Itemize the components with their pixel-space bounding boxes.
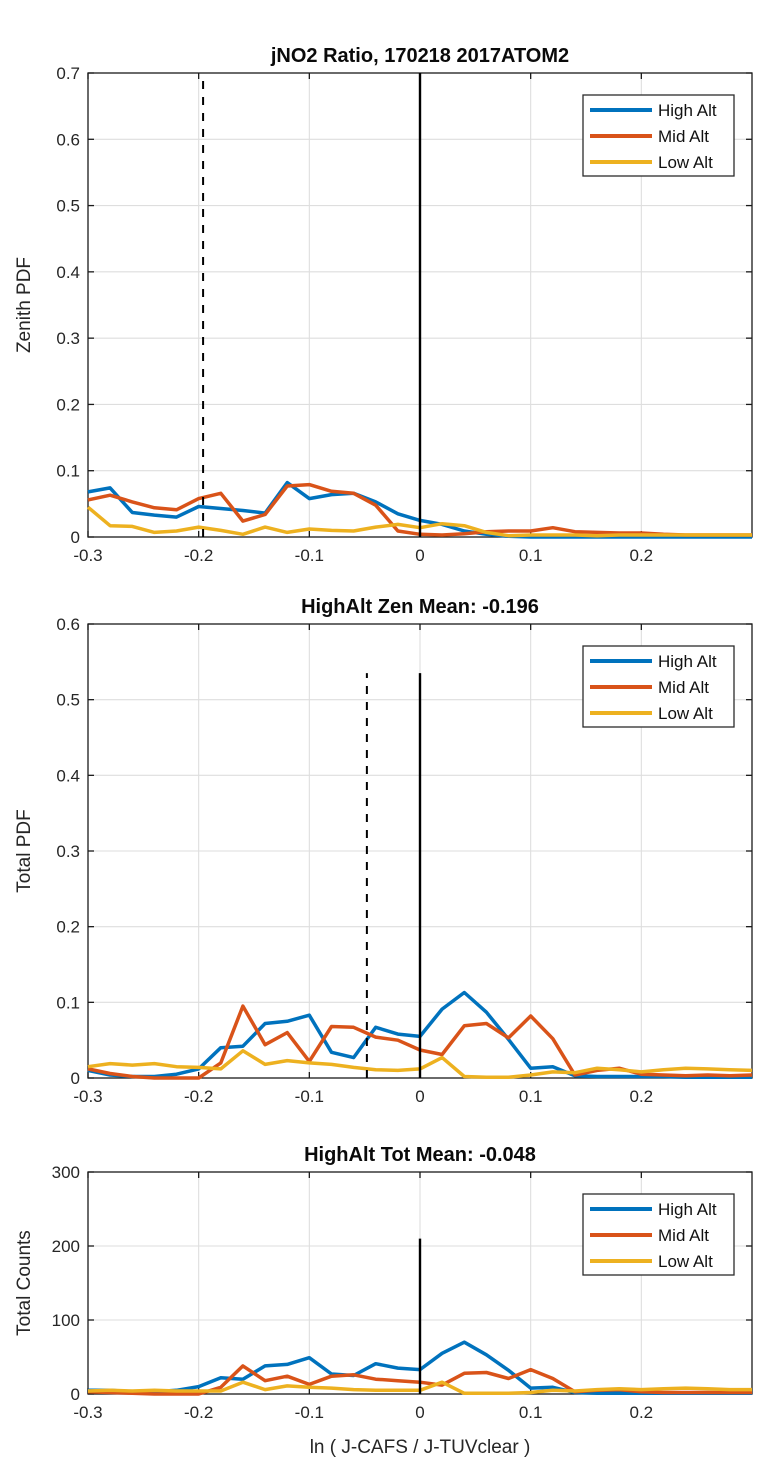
x-tick-label: 0 bbox=[415, 1087, 424, 1106]
x-tick-label: -0.2 bbox=[184, 1087, 213, 1106]
y-tick-label: 0.6 bbox=[56, 615, 80, 634]
subplot-zenith-pdf: -0.3 -0.2 -0.1 0 0.1 0.2 0 0.1 0.2 0.3 0.4 0.5 0.6 0.… bbox=[56, 64, 753, 565]
x-tick-label: 0 bbox=[415, 546, 424, 565]
y-tick-label: 0.4 bbox=[56, 766, 80, 785]
x-tick-label: 0.2 bbox=[630, 546, 654, 565]
y-tick-label: 200 bbox=[52, 1237, 80, 1256]
legend-label-high_alt: High Alt bbox=[658, 1200, 717, 1219]
legend-label-low_alt: Low Alt bbox=[658, 704, 713, 723]
plot2-title: HighAlt Zen Mean: -0.196 bbox=[301, 596, 539, 618]
x-tick-label: 0.2 bbox=[630, 1403, 654, 1422]
y-tick-label: 0 bbox=[71, 528, 80, 547]
x-tick-label: -0.3 bbox=[73, 1403, 102, 1422]
y-tick-label: 0.2 bbox=[56, 918, 80, 937]
legend-label-low_alt: Low Alt bbox=[658, 153, 713, 172]
x-tick-label: -0.1 bbox=[295, 1087, 324, 1106]
y-tick-label: 0.6 bbox=[56, 130, 80, 149]
y-tick-label: 0.5 bbox=[56, 197, 80, 216]
x-axis-label: ln ( J-CAFS / J-TUVclear ) bbox=[310, 1437, 531, 1458]
x-tick-label: -0.1 bbox=[295, 1403, 324, 1422]
y-tick-label: 0.1 bbox=[56, 993, 80, 1012]
legend-label-low_alt: Low Alt bbox=[658, 1252, 713, 1271]
y-tick-label: 0.1 bbox=[56, 462, 80, 481]
y-tick-label: 300 bbox=[52, 1163, 80, 1182]
x-tick-label: -0.1 bbox=[295, 546, 324, 565]
y-tick-label: 0 bbox=[71, 1385, 80, 1404]
y-tick-label: 0.2 bbox=[56, 395, 80, 414]
x-tick-label: 0.1 bbox=[519, 546, 543, 565]
y-tick-label: 0.5 bbox=[56, 691, 80, 710]
y-tick-label: 100 bbox=[52, 1311, 80, 1330]
plot3-ylabel: Total Counts bbox=[14, 1230, 35, 1336]
legend-label-high_alt: High Alt bbox=[658, 652, 717, 671]
plot3-title: HighAlt Tot Mean: -0.048 bbox=[304, 1144, 536, 1166]
y-tick-label: 0 bbox=[71, 1069, 80, 1088]
x-tick-label: -0.3 bbox=[73, 1087, 102, 1106]
plot1-title: jNO2 Ratio, 170218 2017ATOM2 bbox=[270, 45, 569, 67]
x-tick-label: 0.1 bbox=[519, 1403, 543, 1422]
y-tick-label: 0.4 bbox=[56, 263, 80, 282]
x-tick-label: -0.2 bbox=[184, 546, 213, 565]
legend-label-mid_alt: Mid Alt bbox=[658, 678, 709, 697]
legend-label-mid_alt: Mid Alt bbox=[658, 1226, 709, 1245]
plot2-ylabel: Total PDF bbox=[14, 809, 35, 892]
x-tick-label: 0.2 bbox=[630, 1087, 654, 1106]
y-tick-label: 0.3 bbox=[56, 842, 80, 861]
x-tick-label: 0 bbox=[415, 1403, 424, 1422]
x-tick-label: 0.1 bbox=[519, 1087, 543, 1106]
y-tick-label: 0.7 bbox=[56, 64, 80, 83]
plot1-ylabel: Zenith PDF bbox=[14, 257, 35, 353]
x-tick-label: -0.2 bbox=[184, 1403, 213, 1422]
y-tick-label: 0.3 bbox=[56, 329, 80, 348]
subplot-total-counts: -0.3 -0.2 -0.1 0 0.1 0.2 0 100 200 300 High Alt Mid… bbox=[52, 1163, 753, 1422]
legend-label-mid_alt: Mid Alt bbox=[658, 127, 709, 146]
subplot-total-pdf: -0.3 -0.2 -0.1 0 0.1 0.2 0 0.1 0.2 0.3 0.4 0.5 0.6 Hi… bbox=[56, 615, 753, 1106]
x-tick-label: -0.3 bbox=[73, 546, 102, 565]
legend-label-high_alt: High Alt bbox=[658, 101, 717, 120]
